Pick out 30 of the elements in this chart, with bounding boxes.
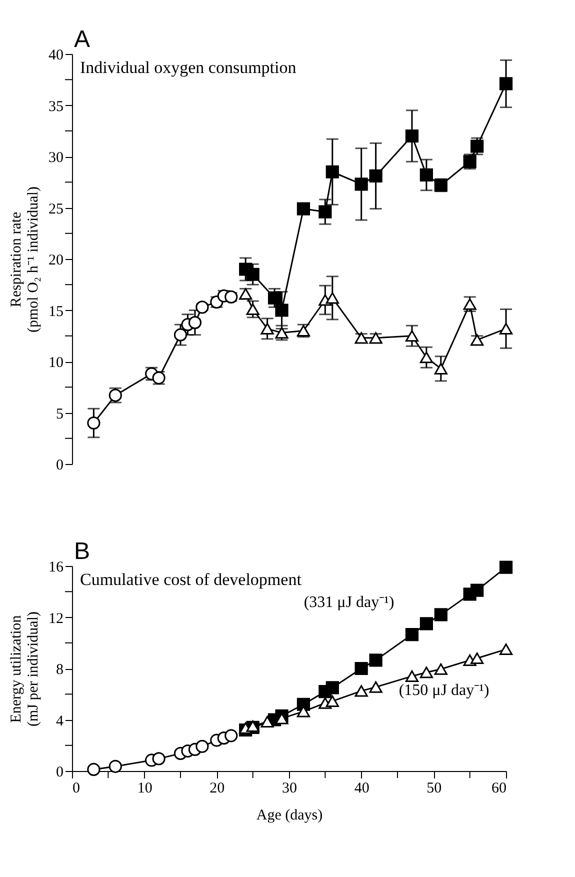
- x-tick-label: 30: [282, 780, 297, 796]
- text: A: [74, 26, 90, 53]
- y-axis-title: Respiration rate (pmol O₂ h⁻¹ individual): [8, 186, 42, 332]
- y-tick-label: 40: [48, 48, 64, 64]
- y-tick-label: 4: [56, 713, 64, 730]
- x-tick-label: 10: [137, 780, 152, 796]
- x-tick-label: 50: [426, 780, 442, 796]
- x-tick-label: 20: [210, 780, 225, 796]
- x-tick-label: 40: [354, 780, 370, 796]
- y-tick-label: 12: [48, 610, 64, 627]
- y-tick-label: 25: [48, 201, 64, 218]
- annotation: (150 μJ day⁻¹): [398, 682, 490, 699]
- chart-title: Cumulative cost of development: [80, 570, 302, 589]
- y-tick-label: 16: [48, 560, 64, 576]
- y-tick-label: 15: [48, 304, 64, 320]
- y-axis-title: Energy utilization (mJ per individual): [8, 612, 42, 726]
- y-tick-label: 10: [48, 355, 64, 371]
- chart-title: Individual oxygen consumption: [80, 58, 297, 77]
- x-tick-label: 0: [72, 780, 80, 796]
- y-tick-label: 35: [48, 98, 64, 115]
- y-tick-label: 0: [56, 458, 64, 474]
- y-tick-label: 20: [48, 252, 64, 268]
- x-tick-label: 60: [492, 780, 506, 796]
- text: B: [74, 538, 90, 565]
- x-axis-title: Age (days): [256, 808, 323, 824]
- y-tick-label: 8: [56, 662, 64, 678]
- y-tick-label: 5: [56, 406, 64, 422]
- y-tick-label: 0: [56, 764, 64, 780]
- y-tick-label: 30: [48, 150, 64, 166]
- annotation: (331 μJ day⁻¹): [304, 594, 394, 611]
